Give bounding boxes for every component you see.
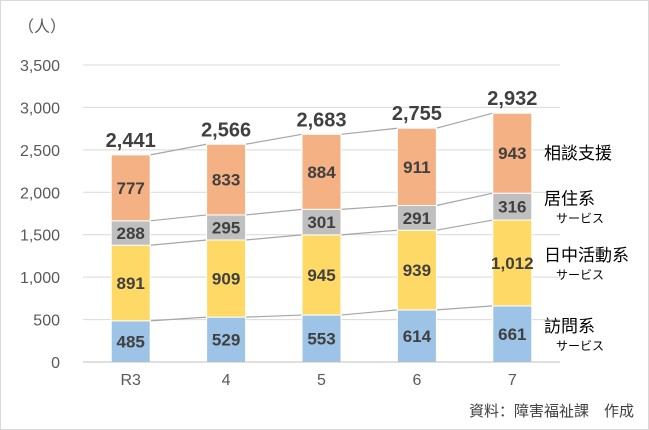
y-tick-label: 3,000	[20, 100, 60, 117]
data-labels: 485 529 553 614 661 891 909 945 939 1,012 288 295 30…	[106, 88, 538, 351]
bar-value-label: 777	[117, 179, 145, 198]
bar-value-label: 891	[117, 274, 145, 293]
bar-segment	[492, 112, 533, 194]
total-label: 2,683	[296, 109, 346, 131]
bar-segment	[110, 320, 151, 363]
total-label: 2,441	[106, 130, 156, 152]
bars	[110, 112, 533, 363]
bar-segment	[301, 314, 342, 363]
bar-segment	[206, 214, 247, 241]
axes: 0 500 1,000 1,500 2,000 2,500 3,000 3,500 R3 4 5 6 7	[20, 58, 560, 389]
series-connector	[150, 214, 207, 222]
bar-value-label: 485	[117, 332, 145, 351]
series-connector	[150, 316, 207, 322]
series-connector	[436, 112, 493, 129]
y-tick-label: 1,500	[20, 228, 60, 245]
series-connector	[150, 239, 207, 246]
bar-value-label: 316	[498, 198, 526, 217]
series-name-label: 居住系	[544, 190, 595, 210]
x-tick-label: 6	[412, 372, 421, 389]
bar-segment	[206, 143, 247, 216]
series-connector	[340, 229, 398, 236]
bar-value-label: 945	[307, 266, 335, 285]
total-label: 2,755	[392, 103, 442, 125]
series-connector	[436, 192, 493, 207]
bar-value-label: 291	[403, 209, 431, 228]
bar-value-label: 661	[498, 325, 526, 344]
series-connector	[340, 309, 398, 316]
bar-value-label: 288	[117, 224, 145, 243]
series-name-label: 相談支援	[544, 144, 612, 164]
series-name-sub-label: サービス	[556, 268, 604, 282]
series-connector	[245, 133, 303, 145]
bar-value-label: 295	[212, 218, 240, 237]
series-name-label: 訪問系	[544, 317, 595, 337]
bar-value-label: 553	[307, 330, 335, 349]
y-tick-label: 0	[51, 355, 60, 372]
series-connector	[245, 314, 303, 318]
x-tick-label: 4	[222, 372, 231, 389]
total-label: 2,566	[201, 119, 251, 141]
bar-segment	[206, 316, 247, 363]
bar-value-label: 911	[403, 158, 430, 177]
series-connector	[245, 234, 303, 241]
x-tick-label: 7	[508, 372, 517, 389]
series-connector	[340, 204, 398, 210]
total-label: 2,932	[487, 88, 537, 110]
bar-segment	[206, 239, 247, 318]
bar-segment	[110, 154, 151, 222]
y-tick-label: 2,000	[20, 185, 60, 202]
bar-value-label: 939	[403, 261, 431, 280]
y-tick-label: 1,000	[20, 270, 60, 287]
bar-value-label: 1,012	[491, 254, 534, 273]
series-connector-lines	[150, 112, 493, 322]
series-name-sub-label: サービス	[556, 212, 604, 226]
y-tick-label: 2,500	[20, 143, 60, 160]
series-name-label: 日中活動系	[544, 246, 629, 266]
series-connector	[436, 219, 493, 231]
bar-segment	[110, 244, 151, 322]
bar-segment	[396, 127, 437, 207]
series-connector	[340, 127, 398, 135]
bar-value-label: 943	[498, 144, 526, 163]
bar-segment	[396, 229, 437, 311]
x-tick-label: R3	[120, 372, 141, 389]
bar-segment	[492, 305, 533, 363]
source-note: 資料：障害福祉課 作成	[469, 402, 634, 420]
bar-segment	[301, 234, 342, 316]
y-tick-label: 3,500	[20, 58, 60, 75]
bar-value-label: 301	[307, 213, 335, 232]
series-connector	[150, 143, 207, 156]
bar-value-label: 614	[403, 327, 432, 346]
series-connector	[245, 208, 303, 216]
x-tick-label: 5	[317, 372, 326, 389]
bar-value-label: 529	[212, 331, 240, 350]
bar-segment	[301, 208, 342, 236]
bar-value-label: 833	[212, 171, 240, 190]
bar-segment	[301, 133, 342, 210]
y-tick-label: 500	[33, 313, 60, 330]
series-name-sub-label: サービス	[556, 339, 604, 353]
y-axis-unit-label: （人）	[18, 17, 66, 36]
series-connector	[436, 305, 493, 311]
bar-value-label: 884	[307, 163, 336, 182]
bar-value-label: 909	[212, 270, 240, 289]
